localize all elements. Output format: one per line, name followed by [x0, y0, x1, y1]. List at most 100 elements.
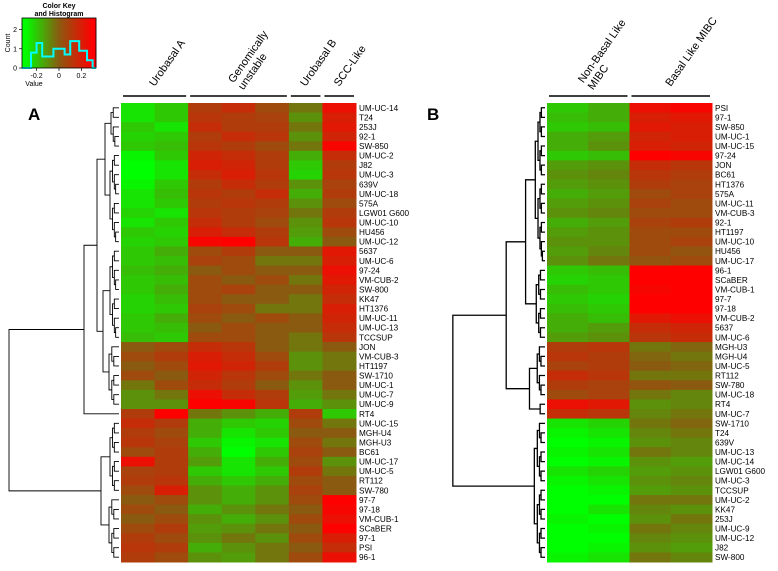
heatmap-a-cell — [188, 351, 223, 362]
heatmap-b-cell — [547, 217, 589, 228]
heatmap-a-cell — [255, 351, 290, 362]
heatmap-b-cell — [670, 256, 713, 267]
heatmap-a-cell — [154, 265, 189, 276]
row-label: UM-UC-15 — [715, 142, 755, 151]
heatmap-a-cell — [288, 485, 323, 496]
heatmap-a-cell — [121, 169, 156, 180]
row-label: MGH-U4 — [715, 352, 748, 361]
heatmap-a-cell — [121, 361, 156, 372]
row-label: RT112 — [715, 372, 739, 381]
column-group-label-line: Basal Like MIBC — [663, 15, 719, 89]
heatmap-a-cell — [121, 342, 156, 353]
row-label: VM-CUB-3 — [715, 209, 755, 218]
heatmap-a-cell — [221, 265, 256, 276]
heatmap-b-cell — [588, 160, 630, 171]
heatmap-a-cell — [322, 141, 357, 152]
heatmap-a-cell — [221, 437, 256, 448]
row-label: 97-7 — [359, 496, 376, 505]
heatmap-a-cell — [154, 475, 189, 486]
heatmap-a-cell — [154, 256, 189, 267]
heatmap-a-cell — [221, 514, 256, 525]
heatmap-a-cell — [288, 275, 323, 286]
heatmap-a-cell — [255, 370, 290, 381]
dendrogram-branch — [540, 221, 545, 233]
heatmap-b-cell — [670, 409, 713, 420]
color-key-gradient-cell — [92, 18, 95, 68]
panel-a-label: A — [28, 105, 40, 124]
heatmap-b-cell — [547, 103, 589, 114]
dendrogram-branch — [540, 355, 545, 367]
dendrogram-branch — [536, 429, 540, 468]
heatmap-a-cell — [154, 198, 189, 209]
heatmap-b-cell — [629, 208, 672, 219]
heatmap-a-cell — [221, 418, 256, 429]
row-label: UM-UC-10 — [359, 219, 399, 228]
dendrogram-branch — [8, 329, 101, 492]
heatmap-b-cell — [547, 447, 589, 458]
heatmap-b-cell — [588, 361, 630, 372]
heatmap-b-cell — [547, 428, 589, 439]
dendrogram-branch — [540, 164, 545, 176]
heatmap-a-cell — [255, 246, 290, 257]
dendrogram-branch — [539, 327, 545, 338]
row-label: VM-CUB-1 — [359, 515, 399, 524]
heatmap-a-cell — [154, 141, 189, 152]
row-label: TCCSUP — [715, 486, 749, 495]
heatmap-b-cell — [547, 131, 589, 142]
heatmap-a-cell — [221, 495, 256, 506]
heatmap-b-cell — [547, 533, 589, 544]
heatmap-a-cell — [288, 103, 323, 114]
heatmap-b-cell — [588, 103, 630, 114]
heatmap-a-cell — [188, 418, 223, 429]
heatmap-a-cell — [322, 351, 357, 362]
dendrogram-branch — [113, 317, 119, 333]
heatmap-b-cell — [547, 112, 589, 123]
heatmap-a-cell — [322, 428, 357, 439]
heatmap-b-cell — [547, 475, 589, 486]
heatmap-a-cell — [121, 160, 156, 171]
heatmap-b-cell — [629, 523, 672, 534]
heatmap-a-cell — [322, 160, 357, 171]
heatmap-a-cell — [255, 179, 290, 190]
heatmap-a-cell — [288, 418, 323, 429]
color-key-gradient-cell — [88, 18, 91, 68]
heatmap-a-cell — [154, 284, 189, 295]
heatmap-a-cell — [221, 428, 256, 439]
heatmap-a-cell — [255, 256, 290, 267]
row-label: HT1376 — [359, 305, 389, 314]
row-label: UM-UC-2 — [715, 496, 750, 505]
heatmap-b-cell — [547, 294, 589, 305]
heatmap-b-cell — [547, 198, 589, 209]
heatmap-b-cell — [547, 380, 589, 391]
heatmap-b-cell — [547, 256, 589, 267]
heatmap-a-cell — [121, 141, 156, 152]
row-label: MGH-U3 — [715, 343, 748, 352]
heatmap-b-cell — [547, 456, 589, 467]
heatmap-b-cell — [670, 284, 713, 295]
color-key-x-tick-label: 0 — [57, 73, 61, 80]
row-label: UM-UC-9 — [359, 400, 394, 409]
heatmap-b-cell — [629, 552, 672, 563]
heatmap-a-cell — [288, 227, 323, 238]
heatmap-b-cell — [547, 542, 589, 553]
heatmap-a-cell — [322, 523, 357, 534]
heatmap-a-cell — [322, 122, 357, 133]
heatmap-a-cell — [322, 342, 357, 353]
heatmap-a-cell — [255, 495, 290, 506]
heatmap-a-cell — [255, 466, 290, 477]
heatmap-b-cell — [547, 313, 589, 324]
heatmap-a-cell — [121, 150, 156, 161]
heatmap-a-cell — [288, 322, 323, 333]
heatmap-a-cell — [154, 514, 189, 525]
heatmap-a-cell — [154, 418, 189, 429]
row-label: UM-UC-6 — [715, 333, 750, 342]
heatmap-a-cell — [121, 179, 156, 190]
heatmap-a-cell — [255, 122, 290, 133]
row-label: UM-UC-9 — [715, 525, 750, 534]
heatmap-a-cell — [255, 447, 290, 458]
row-label: 639V — [715, 438, 735, 447]
color-key-gradient-cell — [53, 18, 56, 68]
heatmap-a-cell — [322, 533, 357, 544]
heatmap-a-cell — [322, 322, 357, 333]
heatmap-a-cell — [322, 236, 357, 247]
